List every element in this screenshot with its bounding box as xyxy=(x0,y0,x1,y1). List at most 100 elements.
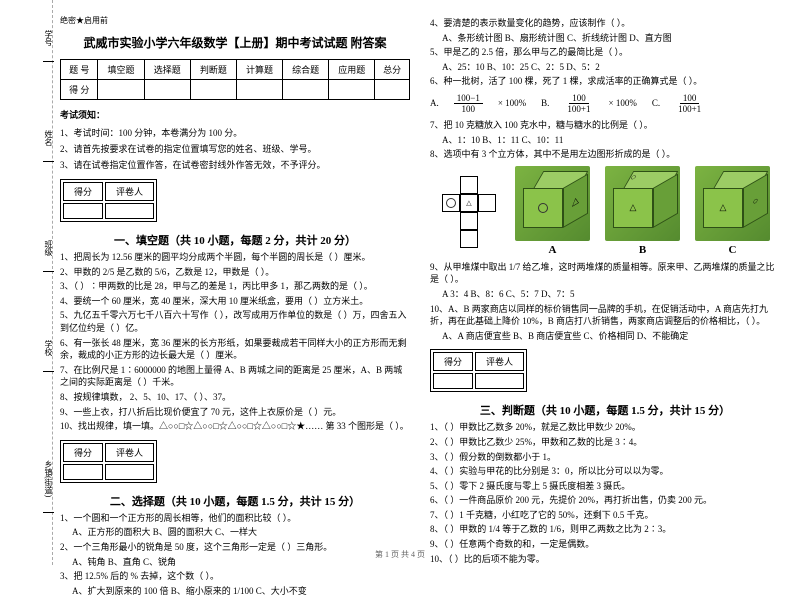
notice-item: 2、请首先按要求在试卷的指定位置填写您的姓名、班级、学号。 xyxy=(60,142,410,155)
question: 3、把 12.5% 后的 % 去掉，这个数（ ）。 xyxy=(60,570,410,583)
section-score-box: 得分评卷人 xyxy=(430,349,527,392)
fraction: 100100+1 xyxy=(564,93,593,114)
cube-diagram-row: △ △ A ○△ B △○ C xyxy=(430,166,780,256)
score-cell[interactable] xyxy=(105,464,154,480)
score-cell[interactable] xyxy=(433,373,473,389)
table-row: 题 号 填空题 选择题 判断题 计算题 综合题 应用题 总分 xyxy=(61,60,410,80)
fraction: 100100+1 xyxy=(675,93,704,114)
net-face: △ xyxy=(460,194,478,212)
question: 6、有一张长 48 厘米，宽 36 厘米的长方形纸，如果要裁成若干同样大小的正方… xyxy=(60,337,410,362)
net-face xyxy=(460,176,478,194)
question: 10、找出规律，填一填。△○○□☆△○○□☆△○○□☆△○○□☆★…… 第 33… xyxy=(60,420,410,433)
score-cell[interactable] xyxy=(375,80,410,100)
question: 7、把 10 克糖放入 100 克水中，糖与糖水的比例是（ ）。 xyxy=(430,119,780,132)
table-row: 得 分 xyxy=(61,80,410,100)
header-cell: 填空题 xyxy=(98,60,144,80)
score-label: 得分 xyxy=(63,182,103,201)
cube-option: △ A xyxy=(515,166,590,256)
question: 1、一个圆和一个正方形的周长相等，他们的面积比较（ ）。 xyxy=(60,512,410,525)
section-1-title: 一、填空题（共 10 小题，每题 2 分，共计 20 分） xyxy=(60,232,410,248)
notice-item: 1、考试时间：100 分钟，本卷满分为 100 分。 xyxy=(60,126,410,139)
question: 5、甲是乙的 2.5 倍，那么甲与乙的最简比是（ ）。 xyxy=(430,46,780,59)
fraction: 100−1100 xyxy=(454,93,483,114)
header-cell: 计算题 xyxy=(236,60,282,80)
binding-margin: 学号 姓名 班级 学校 乡镇(街道) xyxy=(8,0,53,565)
question: 2、（ ）甲数比乙数少 25%，甲数和乙数的比是 3∶4。 xyxy=(430,436,780,449)
cube-label: C xyxy=(695,244,770,256)
question: 1、把周长为 12.56 厘米的圆平均分成两个半圆，每个半圆的周长是（ ）厘米。 xyxy=(60,251,410,264)
question: 7、在比例尺是 1∶6000000 的地图上量得 A、B 两城之间的距离是 25… xyxy=(60,364,410,389)
header-cell: 判断题 xyxy=(190,60,236,80)
question: 1、（ ）甲数比乙数多 20%，就是乙数比甲数少 20%。 xyxy=(430,421,780,434)
net-face xyxy=(442,194,460,212)
notice-title: 考试须知： xyxy=(60,108,410,121)
binding-label: 姓名 xyxy=(43,130,54,162)
cube-option: ○△ B xyxy=(605,166,680,256)
header-cell: 选择题 xyxy=(144,60,190,80)
binding-label: 学号 xyxy=(43,30,54,62)
score-cell[interactable] xyxy=(144,80,190,100)
option: A 3：4 B、8：6 C、5：7 D、7：5 xyxy=(442,288,780,301)
score-cell[interactable] xyxy=(283,80,329,100)
question: 9、从甲堆煤中取出 1/7 给乙堆，这时两堆煤的质量相等。原来甲、乙两堆煤的质量… xyxy=(430,261,780,286)
score-table: 题 号 填空题 选择题 判断题 计算题 综合题 应用题 总分 得 分 xyxy=(60,59,410,100)
score-label: 评卷人 xyxy=(105,443,154,462)
left-column: 绝密★启用前 武威市实验小学六年级数学【上册】期中考试试题 附答案 题 号 填空… xyxy=(60,15,410,599)
score-cell[interactable] xyxy=(105,203,154,219)
question: 4、要统一个 60 厘米，宽 40 厘米，深大用 10 厘米纸盒，要用（ ）立方… xyxy=(60,295,410,308)
question: 8、按规律填数， 2、5、10、17、（ ）、37。 xyxy=(60,391,410,404)
header-cell: 应用题 xyxy=(329,60,375,80)
right-column: 4、要清楚的表示数量变化的趋势，应该制作（ ）。 A、条形统计图 B、扇形统计图… xyxy=(430,15,780,599)
score-cell[interactable] xyxy=(63,464,103,480)
score-cell[interactable] xyxy=(63,203,103,219)
option: A、条形统计图 B、扇形统计图 C、折线统计图 D、直方图 xyxy=(442,32,780,45)
option: A、扩大到原来的 100 倍 B、缩小原来的 1/100 C、大小不变 xyxy=(72,585,410,598)
cube-label: A xyxy=(515,244,590,256)
question: 3、（ ）假分数的倒数都小于 1。 xyxy=(430,451,780,464)
question: 9、一些上衣，打八折后比现价便宜了 70 元，这件上衣原价是（ ）元。 xyxy=(60,406,410,419)
score-label: 得分 xyxy=(63,443,103,462)
formula-suffix: × 100% xyxy=(609,98,637,108)
notice-item: 3、请在试卷指定位置作答，在试卷密封线外作答无效，不予评分。 xyxy=(60,158,410,171)
net-face xyxy=(460,230,478,248)
question: 2、甲数的 2/5 是乙数的 5/6，乙数是 12，甲数是（ ）。 xyxy=(60,266,410,279)
score-cell[interactable] xyxy=(329,80,375,100)
option: A、正方形的面积大 B、圆的面积大 C、一样大 xyxy=(72,526,410,539)
question: 4、（ ）实验与甲花的比分别是 3：0，所以比分可以以为零。 xyxy=(430,465,780,478)
score-cell[interactable] xyxy=(475,373,524,389)
question: 6、种一批树，活了 100 棵，死了 1 棵，求成活率的正确算式是（ ）。 xyxy=(430,75,780,88)
option: A、1：10 B、1：11 C、10：11 xyxy=(442,134,780,147)
page-content: 绝密★启用前 武威市实验小学六年级数学【上册】期中考试试题 附答案 题 号 填空… xyxy=(0,0,800,604)
section-score-box: 得分评卷人 xyxy=(60,440,157,483)
cube-option: △○ C xyxy=(695,166,770,256)
score-label: 评卷人 xyxy=(105,182,154,201)
question: 8、（ ）甲数的 1/4 等于乙数的 1/6，则甲乙两数之比为 2∶3。 xyxy=(430,523,780,536)
option-label: A. xyxy=(430,98,439,108)
score-cell[interactable] xyxy=(190,80,236,100)
net-face xyxy=(460,212,478,230)
option: A、A 商店便宜些 B、B 商店便宜些 C、价格相同 D、不能确定 xyxy=(442,330,780,343)
question: 4、要清楚的表示数量变化的趋势，应该制作（ ）。 xyxy=(430,17,780,30)
binding-label: 乡镇(街道) xyxy=(43,460,54,513)
header-cell: 总分 xyxy=(375,60,410,80)
binding-label: 学校 xyxy=(43,340,54,372)
header-cell: 综合题 xyxy=(283,60,329,80)
section-2-title: 二、选择题（共 10 小题，每题 1.5 分，共计 15 分） xyxy=(60,493,410,509)
binding-label: 班级 xyxy=(43,240,54,272)
question: 3、（ ）∶甲两数的比是 28，甲与乙的差是 1，丙比甲多 1，那乙两数的是（ … xyxy=(60,280,410,293)
cube-label: B xyxy=(605,244,680,256)
question: 10、A、B 两家商店以同样的标价销售同一品牌的手机，在促销活动中，A 商店先打… xyxy=(430,303,780,328)
option-label: B. xyxy=(541,98,549,108)
confidential-header: 绝密★启用前 xyxy=(60,15,410,26)
score-label: 评卷人 xyxy=(475,352,524,371)
score-cell[interactable] xyxy=(236,80,282,100)
formula-options: A. 100−1100 × 100% B. 100100+1 × 100% C.… xyxy=(430,93,704,114)
question: 5、（ ）零下 2 摄氏度与零上 5 摄氏度相差 3 摄氏。 xyxy=(430,480,780,493)
exam-title: 武威市实验小学六年级数学【上册】期中考试试题 附答案 xyxy=(60,34,410,51)
score-cell: 得 分 xyxy=(61,80,98,100)
cube-net: △ xyxy=(440,176,500,246)
score-cell[interactable] xyxy=(98,80,144,100)
net-face xyxy=(478,194,496,212)
question: 6、（ ）一件商品原价 200 元，先提价 20%，再打折出售，仍卖 200 元… xyxy=(430,494,780,507)
option: A、25：10 B、10：25 C、2：5 D、5：2 xyxy=(442,61,780,74)
